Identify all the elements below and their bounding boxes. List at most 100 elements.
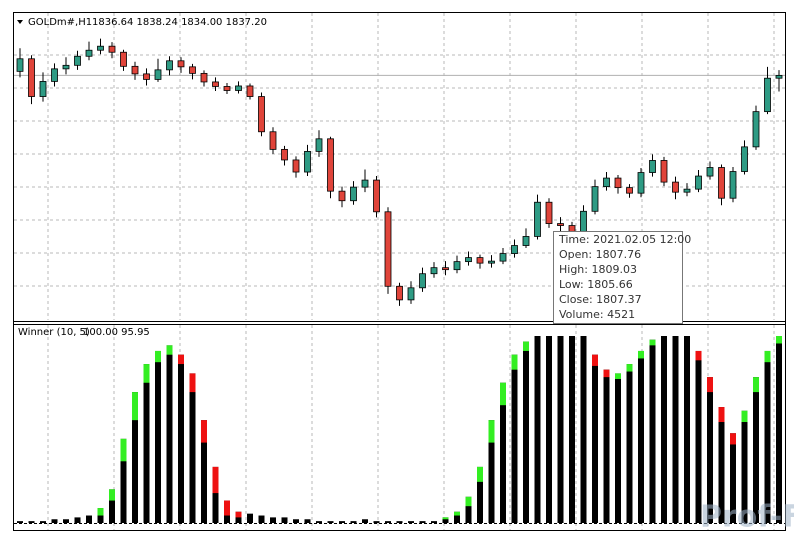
candle-body <box>430 267 438 275</box>
menu-arrow[interactable] <box>17 20 23 24</box>
candle-body <box>327 138 334 192</box>
indicator-bar <box>270 517 276 523</box>
indicator-signal <box>753 377 759 393</box>
indicator-signal <box>442 517 449 520</box>
candle-body <box>764 77 771 113</box>
candle-body <box>683 188 691 193</box>
indicator-bar <box>350 521 357 523</box>
indicator-signal <box>201 420 207 443</box>
indicator-bar <box>523 341 529 523</box>
indicator-signal <box>143 364 150 383</box>
candle-body <box>258 96 265 133</box>
symbol: GOLDm#,H1 <box>28 17 92 28</box>
indicator-bar <box>419 521 426 523</box>
indicator-bar <box>730 433 736 523</box>
indicator-signal <box>454 511 460 516</box>
plot <box>14 38 785 524</box>
ohlc-header: 1836.64 1838.24 1834.00 1837.20 <box>92 17 267 28</box>
candle-body <box>51 68 58 82</box>
indicator-signal <box>500 382 506 406</box>
candle-body <box>637 172 645 194</box>
candle-body <box>614 177 622 189</box>
candle-body <box>580 210 587 233</box>
candle-body <box>373 179 380 213</box>
indicator-bar <box>293 519 299 523</box>
candle-body <box>97 45 104 51</box>
candle-body <box>499 253 507 262</box>
indicator-bar <box>649 339 656 523</box>
indicator-signal <box>523 341 529 351</box>
candle-body <box>752 111 760 148</box>
candle-body <box>212 81 219 87</box>
indicator-bar <box>500 382 506 523</box>
candle-body <box>695 175 702 190</box>
indicator-signal <box>132 392 138 421</box>
indicator-signal <box>189 373 196 393</box>
indicator-bar <box>764 350 771 523</box>
candle-body <box>315 138 323 152</box>
indicator-signal <box>707 377 713 393</box>
indicator-signal <box>626 364 633 372</box>
candle-body <box>143 73 150 80</box>
indicator-signal <box>592 354 598 366</box>
indicator-bar <box>695 350 702 523</box>
candle-body <box>361 179 369 188</box>
candle-body <box>246 85 254 97</box>
candle-body <box>603 177 610 188</box>
indicator-bar <box>661 336 667 523</box>
indicator-signal <box>718 407 725 423</box>
indicator-signal <box>178 354 184 365</box>
indicator-signal <box>155 350 161 363</box>
indicator-bar <box>592 354 598 523</box>
tooltip-line: High: 1809.03 <box>559 263 637 276</box>
candle-body <box>591 186 599 212</box>
candle-body <box>545 201 553 224</box>
candle-body <box>200 72 208 83</box>
candle-body <box>62 64 70 70</box>
indicator-bar <box>615 373 621 523</box>
indicator-signal <box>235 511 242 518</box>
watermark: Prof-FX <box>700 500 794 535</box>
candle-body <box>85 49 93 57</box>
indicator-bar <box>431 521 437 523</box>
indicator-bar <box>465 496 472 523</box>
indicator-bar <box>212 466 219 523</box>
indicator-bar <box>109 489 115 523</box>
candle-body <box>39 81 47 97</box>
candle-body <box>775 74 783 79</box>
candle-body <box>522 236 530 246</box>
indicator-bar <box>74 517 81 523</box>
candle-body <box>741 146 748 172</box>
indicator-bar <box>603 369 610 523</box>
indicator-signal <box>224 500 230 516</box>
candle-body <box>384 211 392 287</box>
indicator-bar <box>546 336 552 523</box>
indicator-signal <box>638 350 644 359</box>
indicator-bar <box>304 519 311 523</box>
indicator-signal <box>776 336 782 344</box>
candle-body <box>649 160 656 173</box>
candle-body <box>350 186 357 202</box>
indicator-bar <box>776 336 782 523</box>
indicator-signal <box>649 339 656 346</box>
indicator-bar <box>488 420 495 523</box>
indicator-bar <box>557 336 564 523</box>
candle-body <box>154 69 162 80</box>
indicator-bar <box>672 336 679 523</box>
candle-body <box>660 160 668 183</box>
indicator-bar <box>247 513 253 523</box>
candle-body <box>108 45 116 53</box>
tooltip-line: Open: 1807.76 <box>559 248 641 261</box>
indicator-bar <box>408 521 414 523</box>
tooltip-box <box>553 231 683 324</box>
indicator-bar <box>281 517 288 523</box>
indicator-signal <box>97 508 104 516</box>
indicator-signal <box>695 350 702 361</box>
indicator-bar <box>327 521 334 523</box>
indicator-bar <box>638 350 644 523</box>
indicator-bar <box>63 519 69 523</box>
candle-body <box>292 159 300 173</box>
indicator-bar <box>753 377 759 523</box>
indicator-bar <box>178 354 184 523</box>
